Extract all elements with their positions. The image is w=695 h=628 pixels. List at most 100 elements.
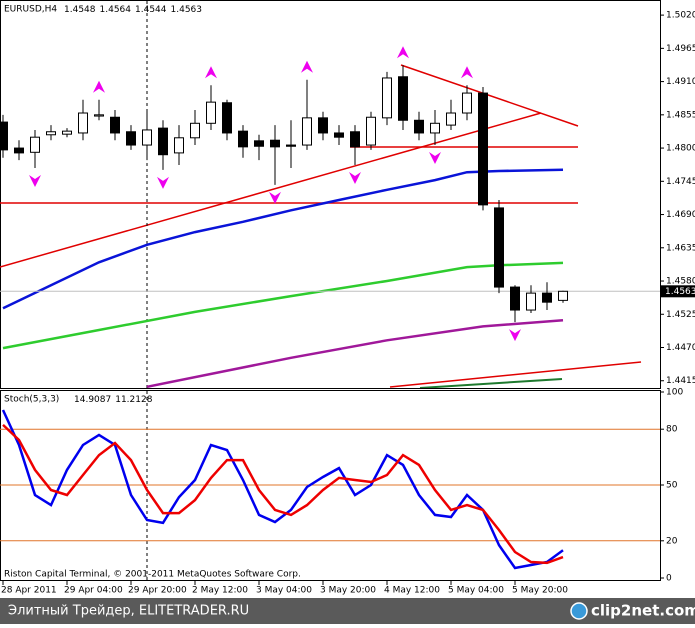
y-tick-label: 0: [666, 574, 672, 584]
candle-body: [414, 119, 424, 134]
candle-body: [446, 112, 456, 126]
x-tick-label: 3 May 04:00: [256, 586, 312, 596]
x-tick-label: 29 Apr 20:00: [128, 586, 187, 596]
candle-body: [302, 117, 312, 146]
candle-body: [222, 102, 232, 134]
trendline: [419, 378, 563, 388]
indicator-line: [2, 168, 564, 310]
y-tick-label: 1.4910: [666, 77, 695, 87]
fractal-down: [429, 152, 441, 165]
candle-body: [94, 114, 104, 117]
candle-body: [462, 92, 472, 114]
x-tick-label: 3 May 20:00: [320, 586, 376, 596]
price-label-box: [661, 285, 695, 298]
y-tick-label: 1.4470: [666, 343, 695, 353]
candle-body: [286, 144, 296, 147]
axes: 1.5020 1.4965 1.4910 1.4855 1.4800 1.4745 1.46…: [1, 11, 695, 596]
y-tick-label: 50: [666, 481, 678, 491]
candle-body: [0, 121, 8, 151]
fractal-down: [29, 175, 41, 188]
indicator-line: [2, 261, 564, 350]
fractal-up: [461, 66, 473, 79]
price-panel: [0, 0, 661, 389]
candle-body: [206, 101, 216, 124]
trendline: [0, 112, 542, 268]
y-tick-label: 1.4690: [666, 210, 695, 220]
fractal-up: [93, 80, 105, 93]
candle-body: [78, 112, 88, 134]
x-tick-label: 5 May 20:00: [512, 586, 568, 596]
candle-body: [318, 117, 328, 134]
trendline: [400, 64, 579, 127]
candle-body: [62, 130, 72, 135]
header-value: 1.4544: [135, 5, 167, 15]
fractal-up: [397, 46, 409, 59]
fractal-down: [509, 329, 521, 342]
candle-body: [558, 290, 568, 301]
candle-body: [270, 139, 280, 148]
y-tick-label: 1.4745: [666, 177, 695, 187]
footer-text: Элитный Трейдер, ELITETRADER.RU: [8, 604, 249, 619]
candle-body: [126, 131, 136, 146]
fractal-up: [205, 66, 217, 79]
indicator-line: [1, 409, 564, 570]
x-tick-label: 28 Apr 2011: [1, 586, 57, 596]
header-value: 1.4564: [100, 5, 132, 15]
x-tick-label: 5 May 04:00: [448, 586, 504, 596]
symbol-title: EURUSD,H4: [4, 5, 57, 15]
header-value: 11.2128: [115, 395, 152, 405]
stoch-title: Stoch(5,3,3): [4, 395, 59, 405]
y-tick-label: 20: [666, 536, 678, 546]
candle-body: [510, 286, 520, 311]
y-tick-label: 1.4855: [666, 110, 695, 120]
candle-body: [430, 122, 440, 134]
candle-body: [46, 131, 56, 136]
y-tick-label: 1.4965: [666, 44, 695, 54]
candle-body: [526, 292, 536, 311]
y-tick-label: 1.4580: [666, 277, 695, 287]
header-value: 14.9087: [74, 395, 111, 405]
price-plot: [0, 46, 660, 388]
candle-body: [158, 127, 168, 156]
candle-body: [350, 131, 360, 148]
candle-body: [14, 147, 24, 154]
candle-body: [398, 76, 408, 121]
y-tick-label: 1.4415: [666, 376, 695, 386]
candle-body: [238, 130, 248, 148]
fractal-down: [157, 176, 169, 189]
stoch-plot: [0, 409, 660, 570]
y-tick-label: 100: [666, 388, 683, 398]
logo: clip2net.com: [591, 602, 695, 620]
indicator-line: [2, 423, 564, 565]
x-tick-label: 2 May 12:00: [192, 586, 248, 596]
price-label: 1.4563: [665, 287, 695, 297]
background: [0, 0, 695, 598]
indicator-line: [146, 319, 564, 388]
candle-body: [478, 92, 488, 206]
candle-body: [190, 122, 200, 139]
fractal-down: [269, 191, 281, 204]
y-tick-label: 1.4525: [666, 310, 695, 320]
y-tick-label: 1.4800: [666, 144, 695, 154]
candle-body: [254, 140, 264, 147]
fractal-up: [301, 60, 313, 73]
y-tick-label: 80: [666, 425, 678, 435]
ohlc-header: 1.4548 1.4564 1.4544 1.4563: [64, 5, 202, 15]
logo-icon: [570, 602, 588, 620]
y-tick-label: 1.4635: [666, 243, 695, 253]
x-tick-label: 4 May 12:00: [384, 586, 440, 596]
candle-body: [142, 129, 152, 146]
x-tick-label: 29 Apr 04:00: [64, 586, 123, 596]
candle-body: [494, 207, 504, 288]
copyright: Riston Capital Terminal, © 2001-2011 Met…: [4, 570, 301, 580]
candle-body: [174, 137, 184, 154]
header-value: 1.4548: [64, 5, 96, 15]
candle-body: [542, 292, 552, 303]
y-tick-label: 1.5020: [666, 11, 695, 21]
header-value: 1.4563: [171, 5, 203, 15]
stoch-header: 14.9087 11.2128: [74, 395, 153, 405]
candle-body: [110, 116, 120, 134]
fractal-down: [349, 171, 361, 184]
candle-body: [334, 132, 344, 138]
